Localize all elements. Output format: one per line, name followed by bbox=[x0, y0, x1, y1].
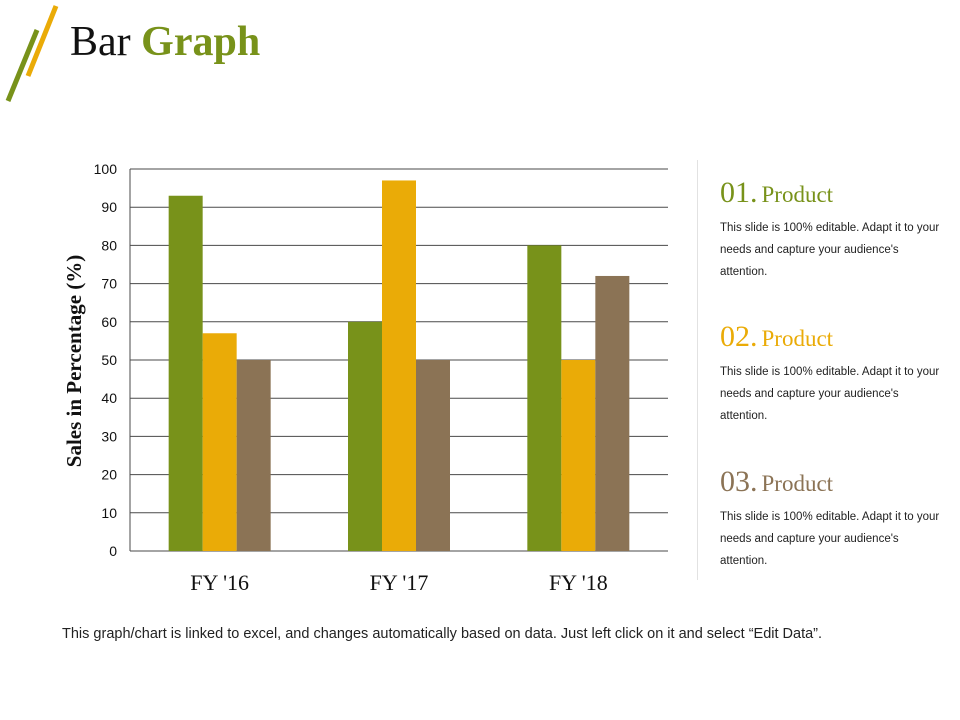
logo-slash-yellow bbox=[25, 5, 59, 77]
y-tick-90: 90 bbox=[101, 199, 117, 215]
y-tick-100: 100 bbox=[94, 161, 118, 177]
x-category-labels: FY '16 FY '17 FY '18 bbox=[190, 570, 607, 595]
product-01-description: This slide is 100% editable. Adapt it to… bbox=[720, 222, 940, 278]
product-02-label: Product bbox=[761, 326, 834, 351]
page-title-plain: Bar bbox=[70, 19, 142, 65]
y-tick-80: 80 bbox=[101, 237, 117, 253]
product-01: 01. Product This slide is 100% editable.… bbox=[720, 176, 940, 283]
y-tick-40: 40 bbox=[101, 390, 117, 406]
product-01-label: Product bbox=[761, 182, 834, 207]
panel-divider bbox=[697, 160, 698, 580]
y-tick-30: 30 bbox=[101, 428, 117, 444]
y-tick-10: 10 bbox=[101, 505, 117, 521]
bar-1-2 bbox=[348, 321, 382, 551]
x-category-1: FY '16 bbox=[190, 570, 249, 595]
logo-slashes bbox=[5, 5, 59, 102]
bar-2-2 bbox=[382, 180, 416, 551]
product-02-heading: 02. Product bbox=[720, 320, 940, 359]
product-01-heading: 01. Product bbox=[720, 176, 940, 215]
x-category-2: FY '17 bbox=[370, 570, 429, 595]
product-02-description: This slide is 100% editable. Adapt it to… bbox=[720, 366, 940, 422]
product-01-number: 01. bbox=[720, 176, 758, 209]
bar-3-1 bbox=[236, 360, 271, 551]
page-title: Bar Graph bbox=[70, 16, 260, 68]
product-03: 03. Product This slide is 100% editable.… bbox=[720, 465, 940, 572]
product-02: 02. Product This slide is 100% editable.… bbox=[720, 320, 940, 427]
y-tick-70: 70 bbox=[101, 276, 117, 292]
product-03-number: 03. bbox=[720, 465, 758, 498]
bar-1-1 bbox=[168, 195, 203, 552]
y-tick-50: 50 bbox=[101, 352, 117, 368]
product-02-number: 02. bbox=[720, 320, 758, 353]
product-03-label: Product bbox=[761, 471, 834, 496]
x-category-3: FY '18 bbox=[549, 570, 608, 595]
bar-3-3 bbox=[595, 275, 630, 551]
product-03-heading: 03. Product bbox=[720, 465, 940, 504]
page-title-accent: Graph bbox=[141, 19, 261, 65]
y-tick-60: 60 bbox=[101, 314, 117, 330]
footnote: This graph/chart is linked to excel, and… bbox=[62, 626, 823, 642]
bar-2-3 bbox=[561, 360, 596, 551]
logo-slash-green bbox=[5, 29, 40, 102]
product-03-description: This slide is 100% editable. Adapt it to… bbox=[720, 511, 940, 567]
bar-3-2 bbox=[416, 360, 450, 551]
bar-2-1 bbox=[202, 333, 237, 551]
bar-1-3 bbox=[527, 245, 562, 551]
bar-series bbox=[168, 180, 630, 552]
y-tick-0: 0 bbox=[109, 543, 117, 559]
y-axis-title: Sales in Percentage (%) bbox=[62, 255, 86, 467]
y-tick-labels: 0 10 20 30 40 50 60 70 80 90 100 bbox=[94, 161, 118, 559]
y-tick-20: 20 bbox=[101, 467, 117, 483]
